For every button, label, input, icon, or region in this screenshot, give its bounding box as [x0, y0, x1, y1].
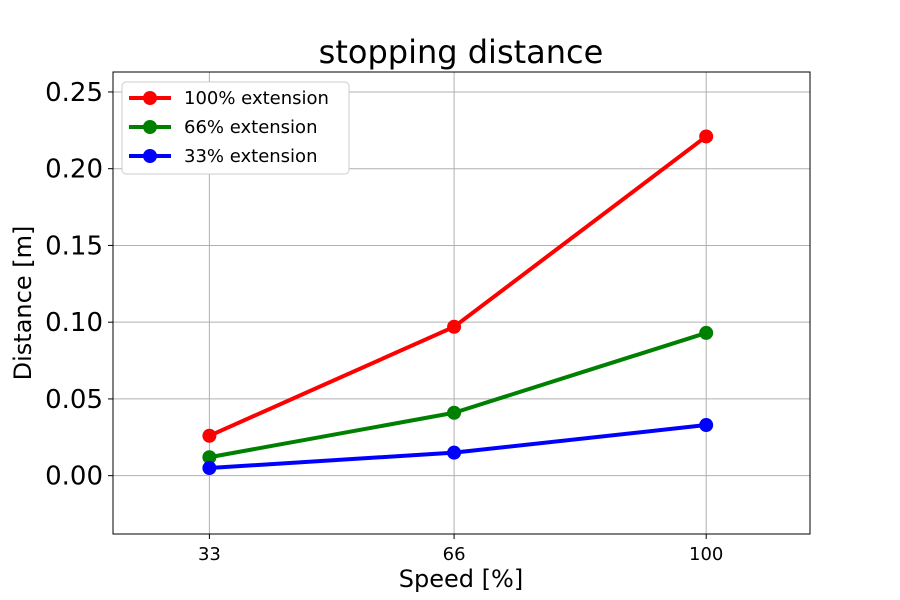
x-axis-label: Speed [%] [399, 565, 523, 593]
x-axis: 33 66 100 [198, 534, 723, 565]
y-tick-label: 0.05 [45, 385, 103, 415]
data-point [447, 445, 462, 460]
legend-label: 100% extension [184, 88, 329, 109]
data-point [202, 450, 217, 465]
y-axis: 0.00 0.05 0.10 0.15 0.20 0.25 [45, 78, 113, 492]
series-line [209, 331, 707, 460]
legend-label: 66% extension [184, 117, 317, 138]
legend-swatch-marker [143, 120, 157, 134]
data-point [447, 405, 462, 420]
y-tick-label: 0.00 [45, 462, 103, 492]
y-tick-label: 0.15 [45, 231, 103, 261]
data-point [699, 325, 714, 340]
series-line [208, 134, 708, 438]
series-layer [202, 129, 714, 475]
series-2 [202, 418, 714, 475]
series-line [209, 423, 707, 470]
x-tick-label: 100 [689, 544, 723, 565]
plot-frame [112, 71, 811, 535]
data-point [447, 319, 462, 334]
y-tick-label: 0.10 [45, 308, 103, 338]
legend-swatch-marker [143, 91, 157, 105]
series-0 [202, 129, 714, 443]
y-tick-label: 0.25 [45, 78, 103, 108]
legend-label: 33% extension [184, 146, 317, 167]
data-point [202, 461, 217, 475]
y-axis-label: Distance [m] [9, 226, 37, 381]
legend: 100% extension 66% extension 33% extension [121, 81, 350, 175]
data-point [699, 129, 714, 144]
chart-title: stopping distance [319, 33, 604, 71]
legend-swatch-marker [143, 149, 157, 163]
data-point [202, 428, 217, 443]
x-tick-label: 33 [198, 544, 221, 565]
y-tick-label: 0.20 [45, 155, 103, 185]
x-tick-label: 66 [443, 544, 466, 565]
legend-box [121, 81, 350, 175]
data-point [699, 418, 714, 433]
series-1 [202, 325, 714, 465]
